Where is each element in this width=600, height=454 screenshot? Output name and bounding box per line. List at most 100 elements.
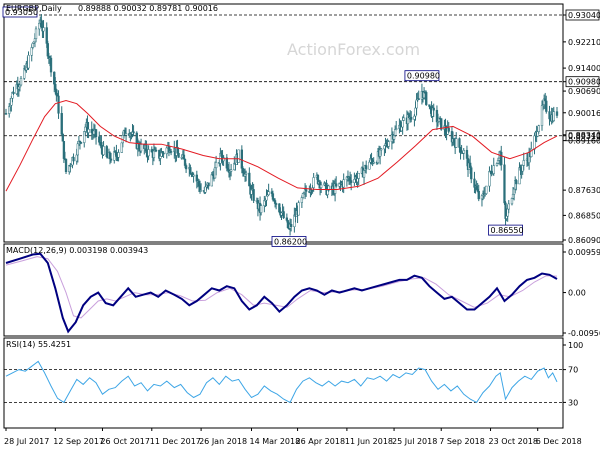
x-tick-label: 26 Jan 2018 bbox=[199, 437, 247, 446]
x-tick-label: 12 Sep 2017 bbox=[53, 437, 104, 446]
candle-body bbox=[297, 202, 300, 216]
price-y-tick-label: 0.90690 bbox=[568, 87, 600, 96]
candle-body bbox=[282, 211, 285, 219]
annotation-box bbox=[488, 224, 523, 236]
candle-body bbox=[124, 133, 128, 136]
annotation-label: 0.86550 bbox=[491, 226, 524, 235]
candle-body bbox=[152, 150, 156, 158]
candle-body bbox=[42, 27, 45, 32]
candle-body bbox=[240, 149, 243, 169]
price-y-tick-label: 0.90980 bbox=[568, 78, 600, 87]
x-tick-label: 26 Apr 2018 bbox=[296, 437, 345, 446]
price-y-tick-label: 0.92210 bbox=[568, 38, 600, 47]
candle-body bbox=[214, 162, 218, 169]
candle-body bbox=[477, 191, 480, 200]
macd-y-tick-label: 0.009593 bbox=[568, 248, 600, 257]
candle-body bbox=[207, 182, 210, 187]
candle-body bbox=[312, 177, 315, 188]
annotation-label: 0.90980 bbox=[407, 72, 440, 81]
candle-body bbox=[462, 149, 465, 154]
x-tick-label: 7 Sep 2018 bbox=[439, 437, 485, 446]
candle-body bbox=[455, 138, 458, 148]
candle-body bbox=[387, 141, 390, 147]
candle-body bbox=[165, 147, 168, 155]
candle-body bbox=[492, 165, 495, 174]
candle-body bbox=[49, 57, 53, 73]
candle-body bbox=[265, 195, 268, 201]
watermark: ActionForex.com bbox=[287, 40, 420, 59]
candle-body bbox=[289, 224, 293, 228]
x-tick-label: 11 Dec 2017 bbox=[150, 437, 201, 446]
price-y-tick-label: 0.86850 bbox=[568, 211, 600, 220]
price-y-tick-label: 0.91400 bbox=[568, 64, 600, 73]
price-y-tick-label: 0.89160 bbox=[568, 137, 600, 146]
candle-body bbox=[425, 92, 428, 105]
candle-body bbox=[64, 158, 68, 173]
rsi-panel-frame bbox=[3, 337, 564, 429]
annotation-box bbox=[2, 6, 38, 18]
candle-body bbox=[335, 183, 338, 187]
annotation-label: 0.93050 bbox=[5, 8, 38, 17]
candle-body bbox=[327, 185, 330, 191]
rsi-y-tick-label: 100 bbox=[568, 341, 583, 350]
price-y-tick-label: 0.88340 bbox=[568, 131, 600, 140]
candle-body bbox=[447, 127, 450, 132]
candle-body bbox=[184, 165, 188, 170]
candle-body bbox=[79, 142, 83, 144]
x-tick-label: 23 Oct 2018 bbox=[489, 437, 538, 446]
price-y-tick-label: 0.90016 bbox=[568, 109, 600, 118]
header-ohlc: 0.89888 0.90032 0.89781 0.90016 bbox=[78, 4, 218, 13]
candle-body bbox=[177, 152, 180, 158]
candle-body bbox=[402, 117, 405, 121]
candle-body bbox=[380, 148, 383, 151]
candle-body bbox=[34, 28, 38, 39]
x-tick-label: 28 Jul 2017 bbox=[4, 437, 49, 446]
candle-body bbox=[199, 190, 203, 192]
header-symbol: EURGBP,Daily bbox=[6, 4, 62, 13]
rsi-title: RSI(14) 55.4251 bbox=[6, 340, 71, 349]
candle-body bbox=[94, 129, 98, 138]
candle-body bbox=[61, 134, 64, 142]
macd-panel-frame bbox=[3, 243, 564, 337]
candle-body bbox=[342, 179, 345, 188]
price-level-box bbox=[565, 76, 600, 88]
price-y-tick-label: 0.89310 bbox=[568, 132, 600, 141]
candle-body bbox=[395, 128, 398, 130]
candle-body bbox=[27, 54, 30, 69]
candle-body bbox=[515, 180, 518, 185]
candle-body bbox=[552, 111, 555, 122]
macd-title: MACD(12,26,9) 0.003198 0.003943 bbox=[6, 246, 148, 255]
candle-body bbox=[4, 113, 8, 115]
candle-body bbox=[372, 161, 375, 164]
annotation-box bbox=[404, 70, 440, 82]
macd-line bbox=[5, 252, 558, 334]
candle-body bbox=[192, 174, 195, 177]
candle-body bbox=[274, 203, 278, 205]
price-level-box bbox=[565, 9, 600, 21]
candle-body bbox=[57, 95, 60, 114]
price-y-tick-label: 0.93040 bbox=[568, 11, 600, 20]
candle-body bbox=[530, 148, 533, 157]
candle-body bbox=[305, 189, 308, 192]
candle-body bbox=[522, 160, 525, 166]
candle-body bbox=[545, 100, 548, 112]
candle-body bbox=[31, 43, 34, 48]
candle-body bbox=[147, 149, 150, 157]
candle-body bbox=[485, 185, 488, 194]
candle-body bbox=[537, 125, 540, 132]
annotation-label: 0.86200 bbox=[274, 237, 307, 246]
candle-body bbox=[401, 120, 404, 128]
x-tick-label: 25 Jul 2018 bbox=[392, 437, 437, 446]
price-y-tick-label: 0.87630 bbox=[568, 186, 600, 195]
candle-body bbox=[87, 129, 90, 133]
candle-body bbox=[440, 118, 443, 130]
candle-body bbox=[458, 138, 461, 148]
candle-body bbox=[507, 203, 510, 210]
candle-body bbox=[139, 144, 143, 152]
candle-body bbox=[117, 152, 120, 158]
macd-y-tick-label: -0.009562 bbox=[568, 329, 600, 338]
x-tick-label: 11 Jun 2018 bbox=[345, 437, 393, 446]
candle-body bbox=[259, 205, 263, 213]
candle-body bbox=[72, 157, 75, 162]
